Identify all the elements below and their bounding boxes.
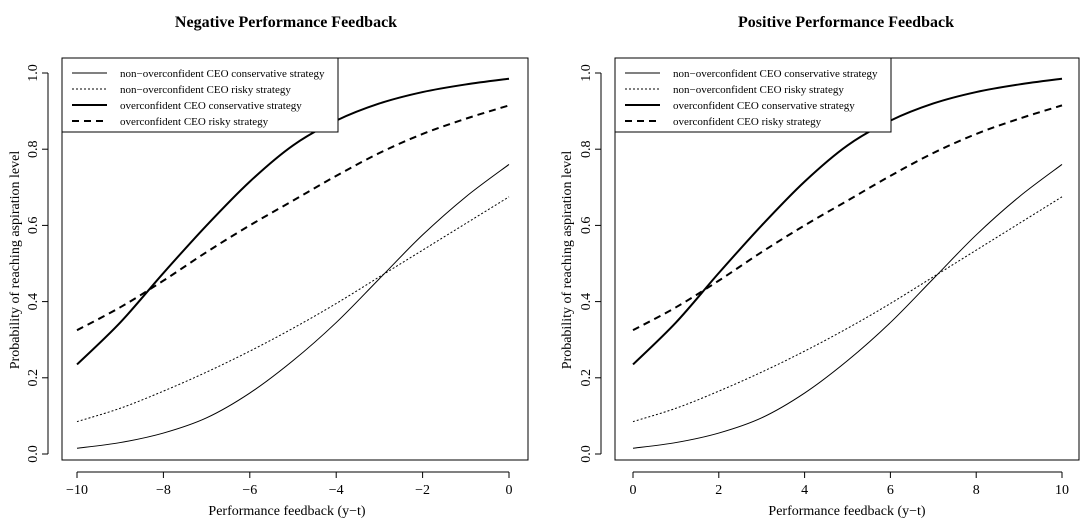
y-tick-label: 0.6 [579, 217, 594, 235]
x-tick-label: −8 [156, 483, 171, 498]
x-tick-label: −2 [415, 483, 430, 498]
y-tick-label: 0.4 [579, 293, 594, 311]
legend-label: non−overconfident CEO conservative strat… [673, 68, 878, 80]
x-tick-label: 0 [630, 483, 637, 498]
x-tick-label: −4 [329, 483, 344, 498]
y-tick-label: 0.0 [579, 445, 594, 463]
series-line [76, 164, 510, 449]
y-ticks: 0.0 0.2 0.4 0.6 0.8 1.0 [26, 64, 49, 463]
chart-title: Positive Performance Feedback [738, 14, 954, 31]
series-lines [76, 77, 510, 449]
x-axis-label: Performance feedback (y−t) [768, 504, 925, 519]
series-line [632, 196, 1063, 423]
y-tick-label: 1.0 [579, 64, 594, 82]
x-tick-label: 2 [715, 483, 722, 498]
series-lines [632, 77, 1063, 449]
y-tick-label: 1.0 [26, 64, 41, 82]
series-line [76, 77, 510, 366]
series-line [76, 196, 510, 423]
y-axis-label: Probability of reaching aspiration level [8, 151, 23, 370]
y-tick-label: 0.8 [26, 140, 41, 158]
x-tick-label: 8 [973, 483, 980, 498]
y-tick-label: 0.2 [26, 369, 41, 387]
legend: non−overconfident CEO conservative strat… [614, 57, 892, 133]
legend-label: overconfident CEO conservative strategy [673, 100, 855, 112]
legend-box [61, 57, 339, 133]
legend-label: non−overconfident CEO risky strategy [120, 84, 291, 96]
x-axis-label: Performance feedback (y−t) [208, 504, 365, 519]
x-tick-label: −10 [66, 483, 88, 498]
x-tick-label: −6 [242, 483, 257, 498]
x-tick-label: 10 [1055, 483, 1069, 498]
legend-box [614, 57, 892, 133]
series-line [632, 104, 1063, 332]
y-tick-label: 0.8 [579, 140, 594, 158]
y-axis-label: Probability of reaching aspiration level [560, 151, 575, 370]
x-tick-label: 6 [887, 483, 894, 498]
legend: non−overconfident CEO conservative strat… [61, 57, 339, 133]
y-ticks: 0.0 0.2 0.4 0.6 0.8 1.0 [579, 64, 602, 463]
series-line [76, 104, 510, 332]
x-ticks: −10 −8 −6 −4 −2 0 [66, 471, 513, 498]
series-line [632, 164, 1063, 449]
legend-label: overconfident CEO conservative strategy [120, 100, 302, 112]
y-tick-label: 0.2 [579, 369, 594, 387]
chart-positive-feedback: Positive Performance Feedback Probabilit… [560, 14, 1080, 519]
chart-negative-feedback: Negative Performance Feedback Probabilit… [8, 14, 529, 519]
y-tick-label: 0.6 [26, 217, 41, 235]
legend-label: overconfident CEO risky strategy [673, 116, 822, 128]
legend-label: non−overconfident CEO risky strategy [673, 84, 844, 96]
x-tick-label: 4 [801, 483, 808, 498]
y-tick-label: 0.0 [26, 445, 41, 463]
series-line [632, 77, 1063, 366]
x-tick-label: 0 [506, 483, 513, 498]
legend-label: overconfident CEO risky strategy [120, 116, 269, 128]
x-ticks: 0 2 4 6 8 10 [630, 471, 1069, 498]
y-tick-label: 0.4 [26, 293, 41, 311]
chart-title: Negative Performance Feedback [175, 14, 397, 31]
legend-label: non−overconfident CEO conservative strat… [120, 68, 325, 80]
